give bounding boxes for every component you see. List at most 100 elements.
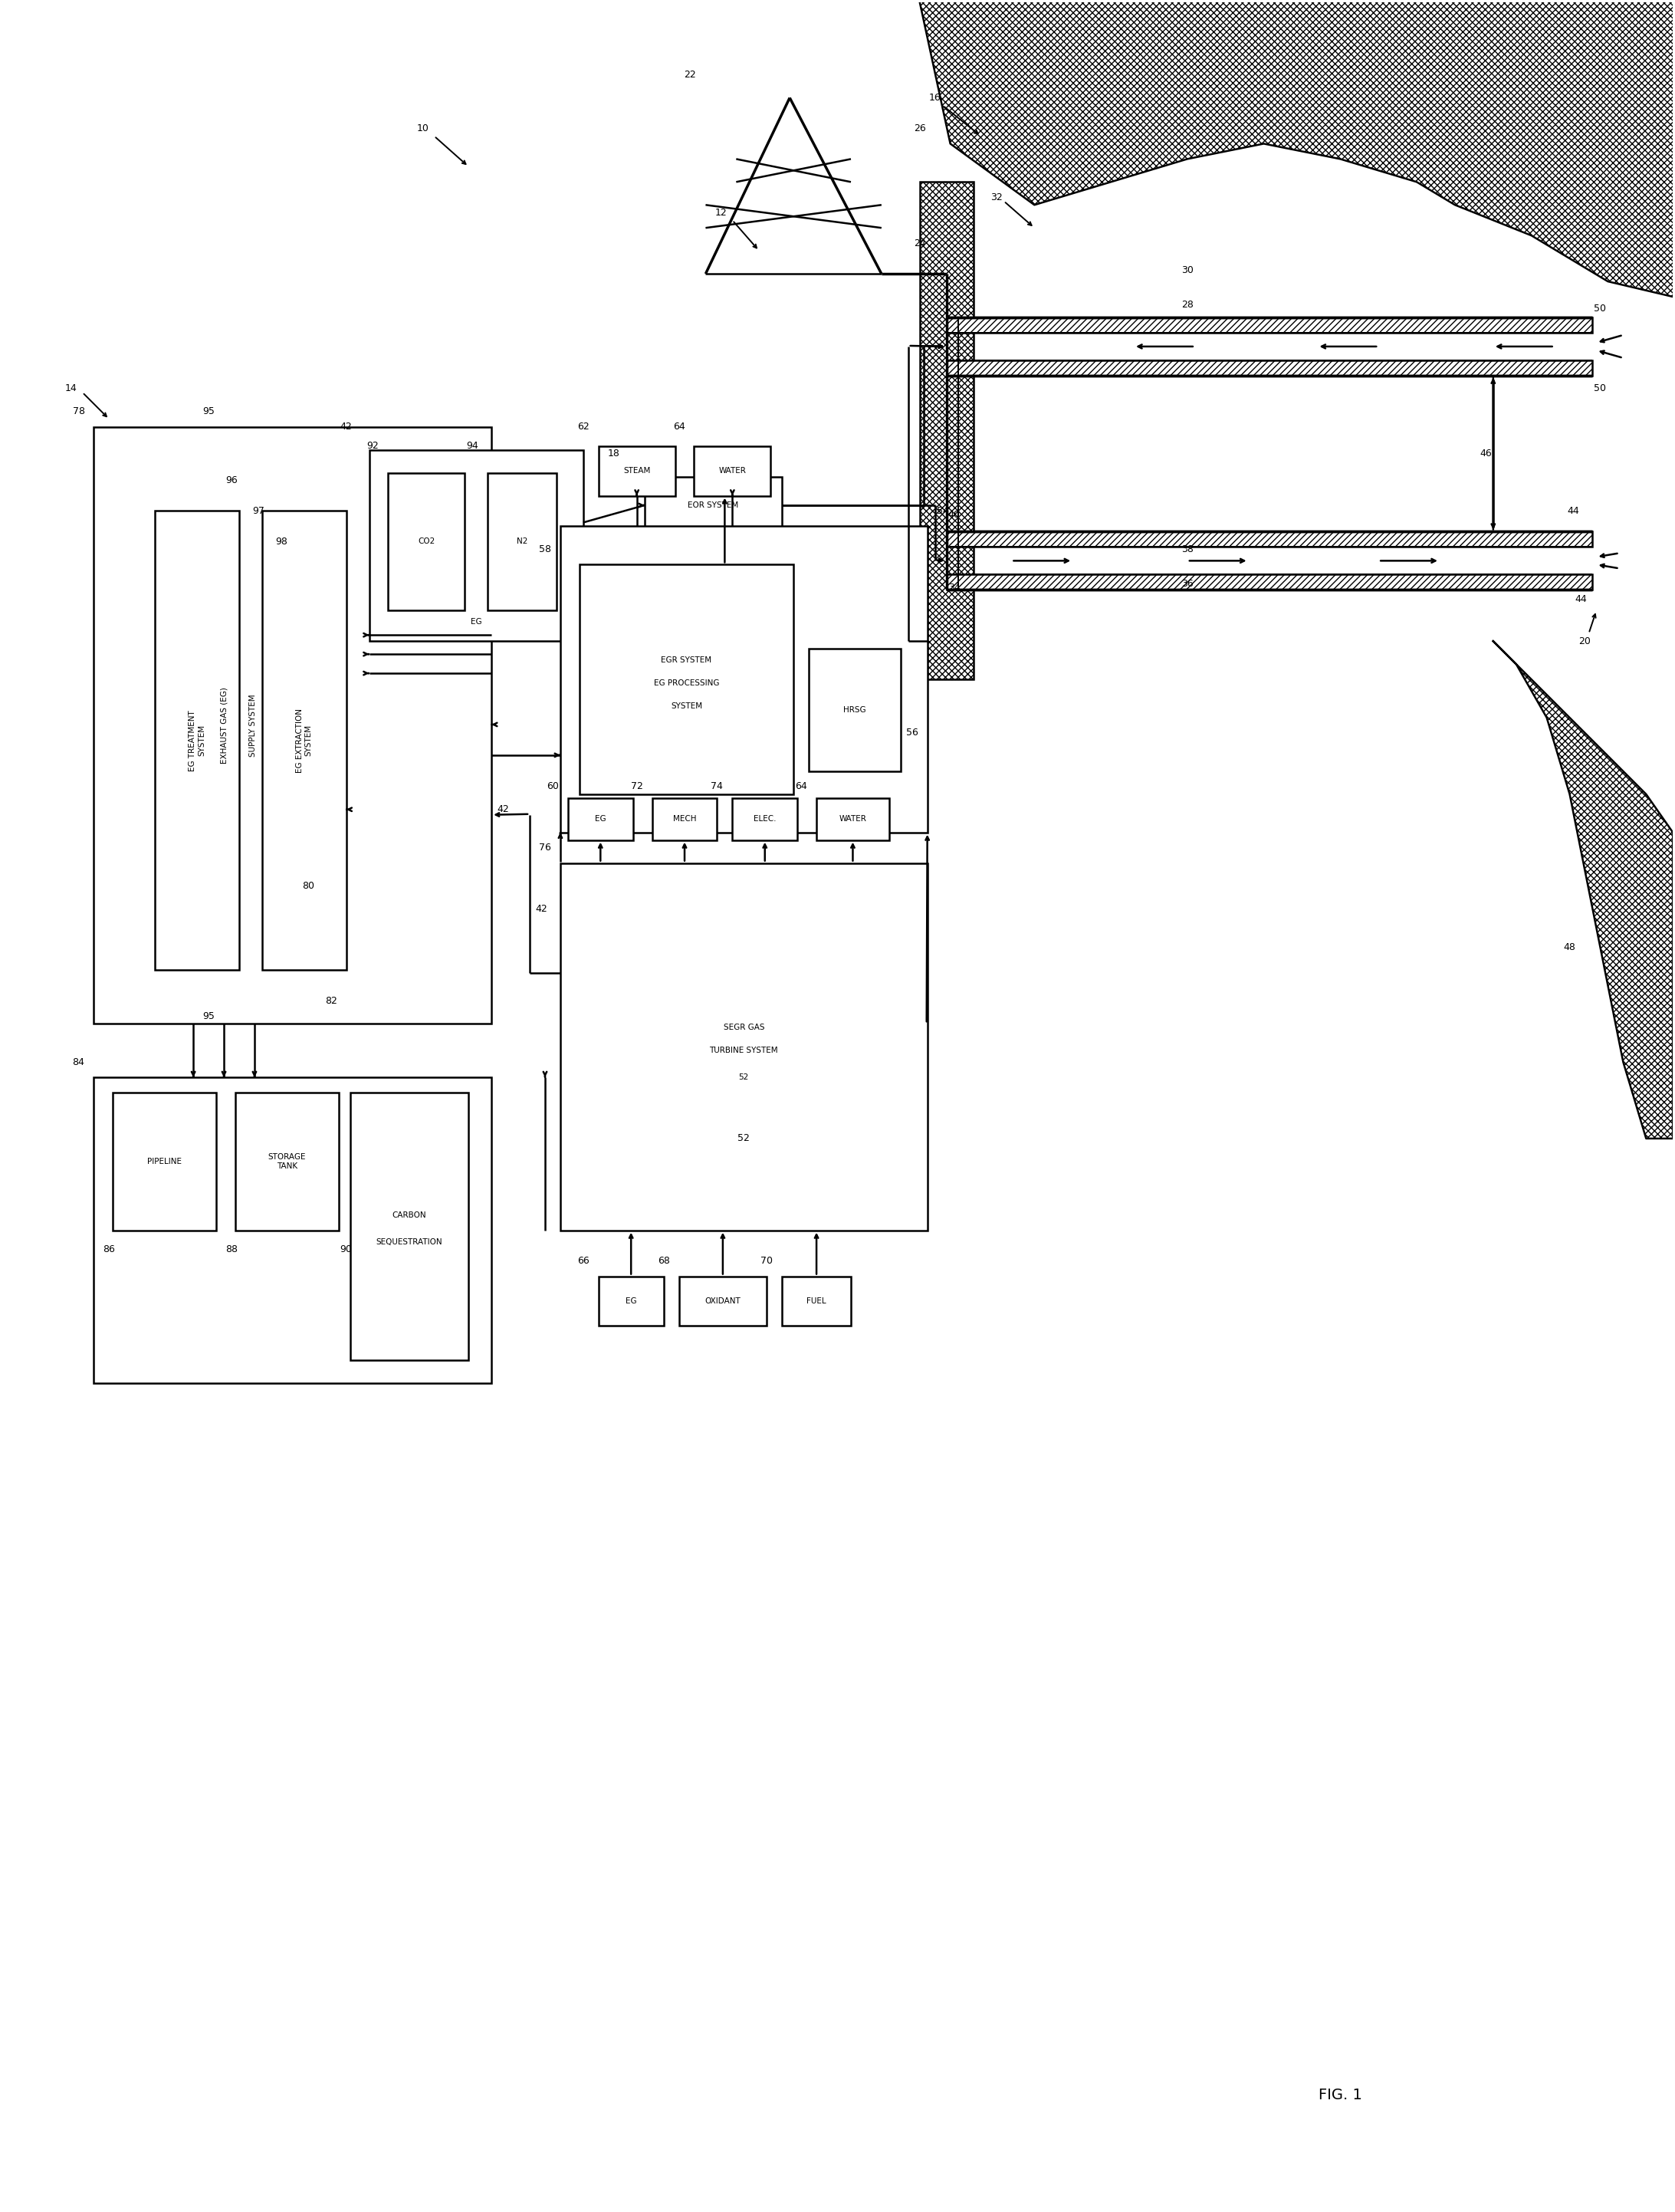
Text: 42: 42: [497, 805, 509, 814]
Bar: [156, 511, 240, 971]
Text: 14: 14: [65, 383, 77, 394]
Text: 74: 74: [710, 781, 724, 792]
Text: STORAGE
TANK: STORAGE TANK: [268, 1152, 307, 1170]
Text: ELEC.: ELEC.: [754, 816, 776, 823]
Text: 96: 96: [226, 476, 238, 484]
Text: SEQUESTRATION: SEQUESTRATION: [377, 1239, 442, 1245]
Polygon shape: [920, 2, 1673, 296]
Text: 97: 97: [253, 507, 265, 515]
Text: 44: 44: [1574, 595, 1588, 604]
Text: 84: 84: [72, 1057, 85, 1066]
Text: 18: 18: [608, 449, 620, 458]
Text: 90: 90: [340, 1245, 352, 1254]
Text: EG TREATMENT
SYSTEM: EG TREATMENT SYSTEM: [189, 710, 206, 772]
Bar: [598, 447, 675, 495]
Text: HRSG: HRSG: [843, 706, 866, 714]
Text: 88: 88: [226, 1245, 238, 1254]
Bar: [782, 1276, 851, 1325]
Text: EG PROCESSING: EG PROCESSING: [653, 679, 719, 688]
Text: 70: 70: [760, 1256, 772, 1265]
Text: EG: EG: [625, 1296, 636, 1305]
Text: 44: 44: [1568, 507, 1580, 515]
Text: WATER: WATER: [839, 816, 866, 823]
Bar: [645, 476, 782, 533]
Text: 26: 26: [913, 124, 926, 133]
Text: 52: 52: [739, 1073, 749, 1082]
Bar: [368, 449, 583, 641]
Text: EOR SYSTEM: EOR SYSTEM: [688, 502, 739, 509]
Text: 68: 68: [658, 1256, 670, 1265]
Bar: [94, 427, 491, 1024]
Text: 30: 30: [1181, 265, 1193, 274]
Text: STEAM: STEAM: [623, 467, 650, 476]
Bar: [598, 1276, 663, 1325]
Polygon shape: [1492, 641, 1673, 1139]
Bar: [561, 526, 928, 832]
Bar: [94, 1077, 491, 1382]
Text: 40: 40: [948, 509, 960, 520]
Bar: [946, 575, 1593, 591]
Text: 24: 24: [913, 239, 926, 248]
Text: EXHAUST GAS (EG): EXHAUST GAS (EG): [219, 688, 228, 763]
Text: 64: 64: [673, 422, 685, 431]
Text: 48: 48: [1563, 942, 1576, 951]
Text: 42: 42: [536, 905, 548, 914]
Bar: [350, 1093, 469, 1360]
Bar: [487, 473, 556, 611]
Text: 98: 98: [275, 538, 288, 546]
Text: SEGR GAS: SEGR GAS: [724, 1024, 764, 1031]
Bar: [946, 361, 1593, 376]
Text: 34: 34: [948, 582, 960, 593]
Text: 52: 52: [737, 1133, 750, 1144]
Text: 20: 20: [1580, 637, 1591, 646]
Text: 16: 16: [930, 93, 941, 102]
Bar: [261, 511, 347, 971]
Text: OXIDANT: OXIDANT: [705, 1296, 740, 1305]
Text: 80: 80: [302, 880, 315, 891]
Bar: [236, 1093, 338, 1230]
Text: 72: 72: [631, 781, 643, 792]
Text: 92: 92: [367, 440, 379, 451]
Text: 54: 54: [936, 507, 948, 515]
Text: 50: 50: [1595, 303, 1606, 314]
Text: 86: 86: [104, 1245, 116, 1254]
Text: SUPPLY SYSTEM: SUPPLY SYSTEM: [250, 695, 256, 757]
Bar: [652, 799, 717, 841]
Text: CARBON: CARBON: [392, 1212, 427, 1219]
Text: 28: 28: [1181, 299, 1193, 310]
Text: EG EXTRACTION
SYSTEM: EG EXTRACTION SYSTEM: [296, 708, 313, 772]
Text: 58: 58: [539, 544, 551, 555]
Text: 60: 60: [546, 781, 559, 792]
Text: 95: 95: [203, 1011, 214, 1022]
Text: 56: 56: [906, 728, 918, 739]
Text: 36: 36: [1181, 580, 1193, 588]
Text: TURBINE SYSTEM: TURBINE SYSTEM: [710, 1046, 779, 1055]
Bar: [561, 863, 928, 1230]
Bar: [946, 531, 1593, 546]
Bar: [678, 1276, 767, 1325]
Text: CO2: CO2: [419, 538, 436, 546]
Text: 42: 42: [340, 422, 352, 431]
Text: 10: 10: [417, 124, 429, 133]
Text: MECH: MECH: [673, 816, 697, 823]
Bar: [693, 447, 770, 495]
Text: EG: EG: [471, 617, 482, 626]
Text: SYSTEM: SYSTEM: [670, 703, 702, 710]
Text: 66: 66: [578, 1256, 590, 1265]
Text: 78: 78: [72, 407, 85, 416]
Text: FIG. 1: FIG. 1: [1318, 2088, 1362, 2101]
Text: 38: 38: [1181, 544, 1193, 555]
Bar: [816, 799, 889, 841]
Text: 22: 22: [685, 71, 697, 80]
Text: 82: 82: [325, 995, 337, 1006]
Text: FUEL: FUEL: [807, 1296, 826, 1305]
Text: EG: EG: [595, 816, 606, 823]
Text: 64: 64: [796, 781, 807, 792]
Text: WATER: WATER: [719, 467, 745, 476]
Text: 62: 62: [578, 422, 590, 431]
Bar: [809, 648, 901, 772]
Text: EGR SYSTEM: EGR SYSTEM: [662, 657, 712, 664]
Text: 95: 95: [203, 407, 214, 416]
Bar: [389, 473, 464, 611]
Bar: [580, 564, 794, 794]
